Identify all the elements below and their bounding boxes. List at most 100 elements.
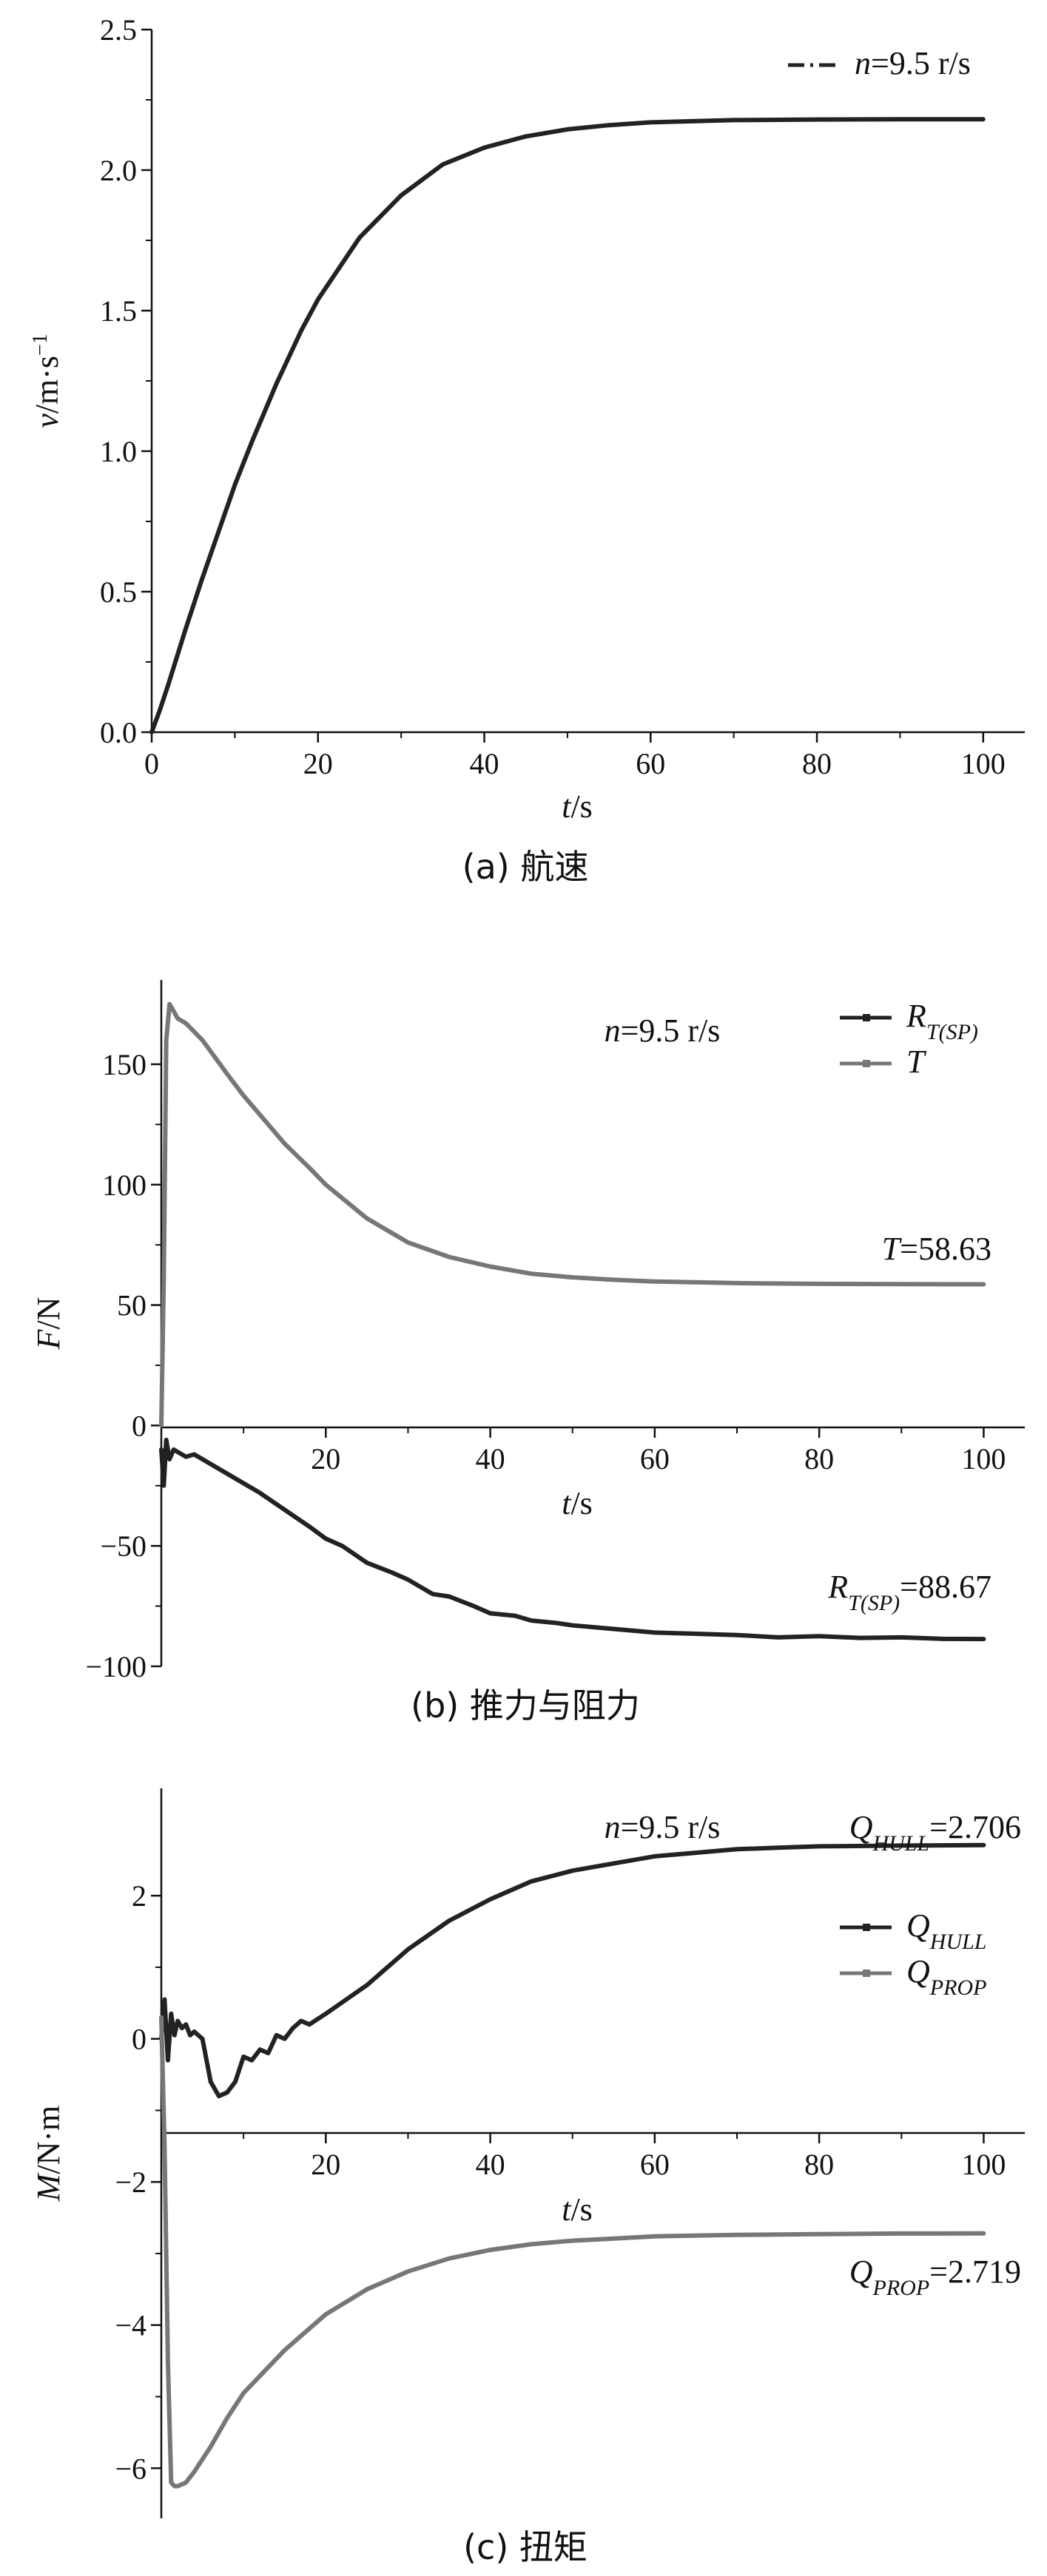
y-axis-unit-exponent: −1	[29, 334, 52, 356]
panel-caption: (b) 推力与阻力	[411, 1686, 640, 1725]
y-tick-label: 0.0	[100, 716, 137, 749]
y-axis-variable: F	[30, 1328, 67, 1350]
label-subscript: PROP	[929, 1975, 987, 2000]
label-variable: Q	[906, 1907, 930, 1944]
label-variable: T	[882, 1231, 903, 1267]
series-line-1	[159, 1437, 986, 1642]
label-text: =9.5 r/s	[621, 1809, 721, 1845]
y-tick-label: −50	[100, 1529, 147, 1563]
y-tick-label: 2	[132, 1879, 147, 1913]
x-axis-variable: t	[562, 2191, 572, 2228]
x-tick-label: 60	[636, 747, 665, 780]
label-subscript: PROP	[872, 2276, 930, 2300]
y-tick-label: 150	[102, 1048, 147, 1081]
value-annotation: T=58.63	[882, 1231, 992, 1267]
legend-label: QHULL	[906, 1907, 986, 1954]
label-text: =2.719	[929, 2254, 1021, 2290]
x-tick-label: 20	[311, 1442, 340, 1475]
x-axis-unit: /s	[570, 2191, 592, 2228]
y-tick-label: 0	[132, 2023, 147, 2056]
x-tick-label: 100	[961, 2148, 1006, 2181]
x-tick-label: 100	[961, 747, 1006, 780]
label-subscript: HULL	[929, 1930, 987, 1954]
legend: n=9.5 r/s	[788, 45, 971, 81]
legend-label: n=9.5 r/s	[855, 45, 971, 81]
y-tick-label: −4	[115, 2309, 147, 2342]
x-tick-label: 40	[476, 2148, 505, 2181]
label-subscript: T(SP)	[926, 1020, 978, 1044]
y-tick-label: 50	[117, 1289, 147, 1322]
series-line-1	[149, 117, 986, 734]
label-variable: T	[906, 1044, 927, 1080]
legend-marker	[863, 1924, 870, 1931]
x-tick-label: 40	[470, 747, 499, 780]
series-line-2	[159, 1001, 986, 1428]
panel-caption: (c) 扭矩	[463, 2527, 588, 2567]
label-text: =9.5 r/s	[621, 1013, 721, 1049]
y-axis-unit: /N·m	[30, 2106, 67, 2174]
value-annotation: QPROP=2.719	[849, 2254, 1021, 2300]
panel-caption: (a) 航速	[462, 847, 589, 887]
y-tick-label: 1.5	[100, 294, 137, 328]
y-axis-label: M/N·m	[30, 2106, 67, 2203]
legend: RT(SP)T	[840, 998, 978, 1080]
x-axis-variable: t	[562, 788, 572, 825]
chart-panel-1: 0.0 0.5 1.0 1.5 2.0 2.5 0 20 40 60 80 100 t/s v/m·s−1…	[29, 13, 1025, 887]
x-tick-label: 80	[804, 2148, 834, 2181]
x-axis-unit: /s	[570, 1485, 592, 1521]
label-text: =88.67	[900, 1569, 992, 1605]
y-tick-label: 0.5	[100, 575, 137, 609]
speed-annotation: n=9.5 r/s	[605, 1013, 721, 1049]
label-variable: n	[605, 1013, 621, 1049]
y-axis-label: F/N	[30, 1297, 67, 1350]
label-variable: n	[605, 1809, 621, 1845]
label-variable: R	[827, 1569, 848, 1605]
label-text: =2.706	[929, 1809, 1021, 1845]
y-tick-label: −6	[115, 2452, 147, 2485]
x-tick-label: 60	[640, 1442, 670, 1475]
x-axis-label: t/s	[562, 788, 593, 825]
label-text: =58.63	[900, 1231, 992, 1267]
y-axis-label: v/m·s−1	[29, 334, 66, 428]
y-axis-unit: /N	[30, 1297, 67, 1330]
value-annotation: RT(SP)=88.67	[827, 1569, 992, 1615]
x-tick-label: 20	[311, 2148, 340, 2181]
y-tick-label: 0	[132, 1409, 147, 1442]
x-tick-label: 80	[804, 1442, 834, 1475]
series-line-2	[159, 2015, 986, 2489]
label-text: =9.5 r/s	[871, 45, 971, 81]
label-variable: Q	[849, 1809, 873, 1845]
label-variable: Q	[849, 2254, 873, 2290]
legend-marker	[863, 1060, 870, 1067]
x-tick-label: 0	[144, 747, 159, 780]
x-tick-label: 100	[961, 1442, 1006, 1475]
y-tick-label: −100	[85, 1650, 147, 1683]
legend-label: QPROP	[906, 1953, 986, 2000]
y-axis-unit: /m·s	[29, 356, 65, 413]
label-variable: Q	[906, 1953, 930, 1990]
y-axis-variable: M	[30, 2172, 67, 2202]
legend-marker	[863, 1970, 870, 1977]
label-variable: R	[906, 998, 926, 1034]
x-tick-label: 40	[476, 1442, 505, 1475]
label-variable: n	[855, 45, 871, 81]
y-axis-variable: v	[29, 413, 65, 428]
x-axis-variable: t	[562, 1485, 572, 1521]
legend-label: T	[906, 1044, 927, 1080]
value-annotation: QHULL=2.706	[849, 1809, 1021, 1856]
y-tick-label: 2.5	[100, 13, 137, 47]
speed-annotation: n=9.5 r/s	[605, 1809, 721, 1845]
x-tick-label: 80	[802, 747, 832, 780]
label-subscript: HULL	[872, 1831, 929, 1856]
y-tick-label: −2	[115, 2166, 147, 2199]
x-axis-label: t/s	[562, 1485, 593, 1521]
series-line-1	[159, 1842, 986, 2099]
x-axis-label: t/s	[562, 2191, 593, 2228]
legend-marker	[863, 1014, 870, 1021]
x-tick-label: 60	[640, 2148, 670, 2181]
y-tick-label: 2.0	[100, 154, 137, 187]
